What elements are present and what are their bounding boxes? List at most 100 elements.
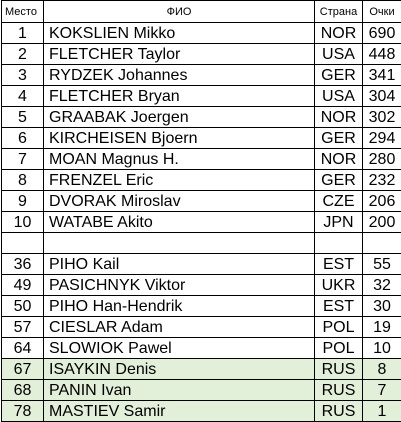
empty-cell — [315, 233, 363, 254]
country-cell: POL — [315, 338, 363, 359]
country-cell: EST — [315, 254, 363, 275]
table-row: 9 DVORAK Miroslav CZE 206 — [2, 191, 401, 212]
place-cell: 10 — [2, 212, 44, 233]
name-cell: FRENZEL Eric — [44, 170, 315, 191]
country-cell: GER — [315, 170, 363, 191]
points-cell: 302 — [363, 107, 401, 128]
header-name: ФИО — [44, 1, 315, 23]
header-place: Место — [2, 1, 44, 23]
table-row: 6 KIRCHEISEN Bjoern GER 294 — [2, 128, 401, 149]
points-cell: 7 — [363, 380, 401, 401]
highlighted-row: 78 MASTIEV Samir RUS 1 — [2, 401, 401, 422]
points-cell: 448 — [363, 44, 401, 65]
points-cell: 304 — [363, 86, 401, 107]
points-cell: 32 — [363, 275, 401, 296]
points-cell: 294 — [363, 128, 401, 149]
name-cell: SLOWIOK Pawel — [44, 338, 315, 359]
name-cell: PIHO Kail — [44, 254, 315, 275]
empty-cell — [363, 233, 401, 254]
place-cell: 36 — [2, 254, 44, 275]
place-cell: 49 — [2, 275, 44, 296]
country-cell: EST — [315, 296, 363, 317]
points-cell: 341 — [363, 65, 401, 86]
points-cell: 55 — [363, 254, 401, 275]
name-cell: MOAN Magnus H. — [44, 149, 315, 170]
name-cell: PASICHNYK Viktor — [44, 275, 315, 296]
points-cell: 8 — [363, 359, 401, 380]
table-row: 2 FLETCHER Taylor USA 448 — [2, 44, 401, 65]
place-cell: 9 — [2, 191, 44, 212]
place-cell: 68 — [2, 380, 44, 401]
table-row: 1 KOKSLIEN Mikko NOR 690 — [2, 23, 401, 44]
country-cell: RUS — [315, 401, 363, 422]
points-cell: 232 — [363, 170, 401, 191]
points-cell: 30 — [363, 296, 401, 317]
place-cell: 67 — [2, 359, 44, 380]
header-country: Страна — [315, 1, 363, 23]
name-cell: PIHO Han-Hendrik — [44, 296, 315, 317]
country-cell: NOR — [315, 23, 363, 44]
place-cell: 8 — [2, 170, 44, 191]
country-cell: CZE — [315, 191, 363, 212]
points-cell: 1 — [363, 401, 401, 422]
country-cell: RUS — [315, 380, 363, 401]
points-cell: 10 — [363, 338, 401, 359]
points-cell: 690 — [363, 23, 401, 44]
highlighted-row: 68 PANIN Ivan RUS 7 — [2, 380, 401, 401]
table-row: 49 PASICHNYK Viktor UKR 32 — [2, 275, 401, 296]
place-cell: 1 — [2, 23, 44, 44]
place-cell: 57 — [2, 317, 44, 338]
table-row: 7 MOAN Magnus H. NOR 280 — [2, 149, 401, 170]
points-cell: 206 — [363, 191, 401, 212]
name-cell: GRAABAK Joergen — [44, 107, 315, 128]
place-cell: 4 — [2, 86, 44, 107]
country-cell: POL — [315, 317, 363, 338]
header-points: Очки — [363, 1, 401, 23]
table-row: 64 SLOWIOK Pawel POL 10 — [2, 338, 401, 359]
country-cell: RUS — [315, 359, 363, 380]
country-cell: NOR — [315, 107, 363, 128]
name-cell: ISAYKIN Denis — [44, 359, 315, 380]
name-cell: FLETCHER Bryan — [44, 86, 315, 107]
country-cell: USA — [315, 44, 363, 65]
name-cell: KOKSLIEN Mikko — [44, 23, 315, 44]
name-cell: RYDZEK Johannes — [44, 65, 315, 86]
table-row: 57 CIESLAR Adam POL 19 — [2, 317, 401, 338]
points-cell: 19 — [363, 317, 401, 338]
country-cell: NOR — [315, 149, 363, 170]
place-cell: 64 — [2, 338, 44, 359]
country-cell: UKR — [315, 275, 363, 296]
empty-cell — [2, 233, 44, 254]
name-cell: MASTIEV Samir — [44, 401, 315, 422]
empty-cell — [44, 233, 315, 254]
place-cell: 7 — [2, 149, 44, 170]
highlighted-row: 67 ISAYKIN Denis RUS 8 — [2, 359, 401, 380]
name-cell: KIRCHEISEN Bjoern — [44, 128, 315, 149]
table-row: 5 GRAABAK Joergen NOR 302 — [2, 107, 401, 128]
table-row: 50 PIHO Han-Hendrik EST 30 — [2, 296, 401, 317]
place-cell: 6 — [2, 128, 44, 149]
place-cell: 3 — [2, 65, 44, 86]
name-cell: FLETCHER Taylor — [44, 44, 315, 65]
table-row: 10 WATABE Akito JPN 200 — [2, 212, 401, 233]
name-cell: WATABE Akito — [44, 212, 315, 233]
name-cell: DVORAK Miroslav — [44, 191, 315, 212]
place-cell: 5 — [2, 107, 44, 128]
separator-row — [2, 233, 401, 254]
points-cell: 200 — [363, 212, 401, 233]
table-row: 8 FRENZEL Eric GER 232 — [2, 170, 401, 191]
place-cell: 2 — [2, 44, 44, 65]
table-row: 3 RYDZEK Johannes GER 341 — [2, 65, 401, 86]
place-cell: 78 — [2, 401, 44, 422]
table-row: 36 PIHO Kail EST 55 — [2, 254, 401, 275]
place-cell: 50 — [2, 296, 44, 317]
country-cell: JPN — [315, 212, 363, 233]
country-cell: GER — [315, 128, 363, 149]
points-cell: 280 — [363, 149, 401, 170]
header-row: Место ФИО Страна Очки — [2, 1, 401, 23]
country-cell: USA — [315, 86, 363, 107]
table-row: 4 FLETCHER Bryan USA 304 — [2, 86, 401, 107]
country-cell: GER — [315, 65, 363, 86]
name-cell: PANIN Ivan — [44, 380, 315, 401]
